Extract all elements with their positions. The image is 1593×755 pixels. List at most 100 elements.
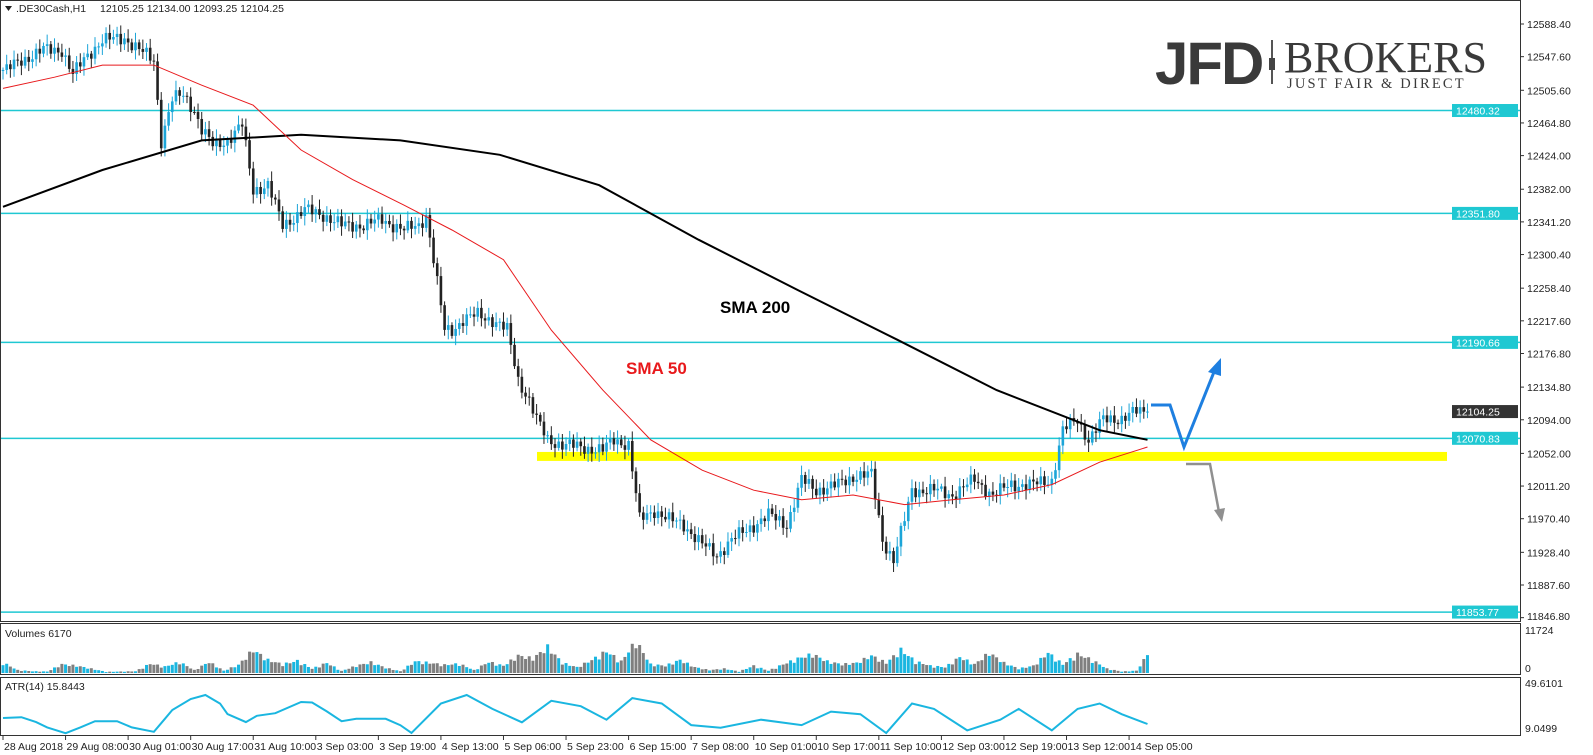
volume-bar xyxy=(56,667,60,673)
bull-candle xyxy=(605,442,608,452)
time-tick-label: 7 Sep 08:00 xyxy=(692,741,749,753)
volume-bar xyxy=(906,656,910,673)
bear-candle xyxy=(881,515,884,542)
volume-bar xyxy=(741,669,745,673)
time-tick-label: 31 Aug 10:00 xyxy=(254,741,316,753)
arrow-down-icon xyxy=(1214,508,1225,522)
bear-candle xyxy=(785,527,789,529)
price-tick-label: 12341.20 xyxy=(1527,217,1571,229)
bear-candle xyxy=(1116,422,1120,425)
volume-bar xyxy=(862,657,866,673)
bear-candle xyxy=(1024,484,1028,490)
volume-bar xyxy=(844,663,848,673)
level-tags: 12480.32 12351.80 12190.66 12070.83 11853.77 xyxy=(1452,104,1518,619)
volume-bar xyxy=(1083,657,1087,673)
volume-bar xyxy=(358,664,362,673)
time-tick-label: 14 Sep 05:00 xyxy=(1130,741,1193,753)
volume-bar xyxy=(1134,670,1138,673)
volume-bar xyxy=(1024,667,1028,673)
volume-bar xyxy=(682,663,686,673)
volume-bar xyxy=(759,667,763,673)
volume-bar xyxy=(590,660,594,673)
bear-candle xyxy=(329,215,332,223)
bull-candle xyxy=(1050,478,1054,485)
volume-bar xyxy=(553,654,557,673)
volume-bar xyxy=(439,666,443,673)
bear-candle xyxy=(542,421,546,436)
bull-candle xyxy=(1021,484,1024,487)
horizontal-levels xyxy=(1,109,1520,613)
price-tick-label: 12588.40 xyxy=(1527,19,1571,31)
volume-bar xyxy=(321,663,325,673)
bull-candle xyxy=(332,222,336,224)
bullish-scenario-arrow xyxy=(1151,358,1221,452)
volume-bar xyxy=(936,665,940,673)
bull-candle xyxy=(505,323,509,330)
volume-pane[interactable] xyxy=(0,623,1521,675)
bear-candle xyxy=(660,511,664,517)
sma50-line xyxy=(2,64,1148,506)
price-tick-label: 12176.80 xyxy=(1527,348,1571,360)
volume-bar xyxy=(137,669,141,673)
volume-bar xyxy=(362,663,366,673)
bull-candle xyxy=(940,486,943,489)
bull-candle xyxy=(586,446,590,454)
bull-candle xyxy=(708,543,711,547)
sma200-line xyxy=(2,133,1148,441)
bull-candle xyxy=(987,491,991,497)
volume-bar xyxy=(111,671,115,673)
price-tick-label: 11887.60 xyxy=(1527,580,1570,592)
bear-candle xyxy=(391,224,395,233)
volume-bar xyxy=(494,665,498,673)
bear-candle xyxy=(516,366,520,377)
volume-bar xyxy=(1046,652,1050,673)
volume-bar xyxy=(454,663,458,673)
bull-candle xyxy=(568,439,572,445)
bull-candle xyxy=(458,323,461,329)
logo-divider-mark xyxy=(1269,58,1275,70)
bull-candle xyxy=(454,328,457,336)
bear-candle xyxy=(9,64,12,70)
bull-candle xyxy=(998,483,1002,496)
bear-candle xyxy=(1124,415,1127,421)
atr-pane[interactable] xyxy=(0,677,1521,736)
bear-candle xyxy=(752,525,756,533)
volume-bar xyxy=(71,664,75,673)
bear-candle xyxy=(1002,483,1006,488)
bear-candle xyxy=(601,444,605,452)
bear-candle xyxy=(1087,439,1090,443)
volume-bar xyxy=(719,669,723,673)
volume-bar xyxy=(490,661,494,673)
volume-bar xyxy=(1123,671,1127,673)
volume-bar xyxy=(248,651,252,673)
bear-candle xyxy=(844,479,848,486)
volume-bar xyxy=(277,662,281,673)
bull-candle xyxy=(1039,476,1043,485)
dropdown-triangle-icon[interactable] xyxy=(5,6,12,11)
volume-bar xyxy=(501,665,505,673)
volume-bar xyxy=(781,664,785,673)
volume-bar xyxy=(954,658,958,673)
volume-bar xyxy=(270,662,274,673)
bear-candle xyxy=(410,220,413,229)
bull-candle xyxy=(918,489,921,498)
volume-bar xyxy=(369,661,373,673)
bull-candle xyxy=(64,55,67,57)
volume-bar xyxy=(435,663,439,673)
volume-bar xyxy=(225,669,229,673)
bull-candle xyxy=(336,216,340,223)
jfd-logo: JFD BROKERS JUST FAIR & DIRECT xyxy=(1155,30,1487,97)
volume-bar xyxy=(980,660,984,673)
price-pane[interactable] xyxy=(0,0,1521,622)
bull-candle xyxy=(597,444,601,453)
bear-candle xyxy=(472,314,476,317)
level-tag-bg xyxy=(1452,335,1518,349)
bear-candle xyxy=(251,168,255,195)
volume-bar xyxy=(829,663,833,673)
volume-bar xyxy=(398,671,402,673)
bear-candle xyxy=(583,446,586,454)
volume-bar xyxy=(888,659,892,673)
bull-candle xyxy=(215,138,218,147)
volume-bar xyxy=(479,665,483,673)
